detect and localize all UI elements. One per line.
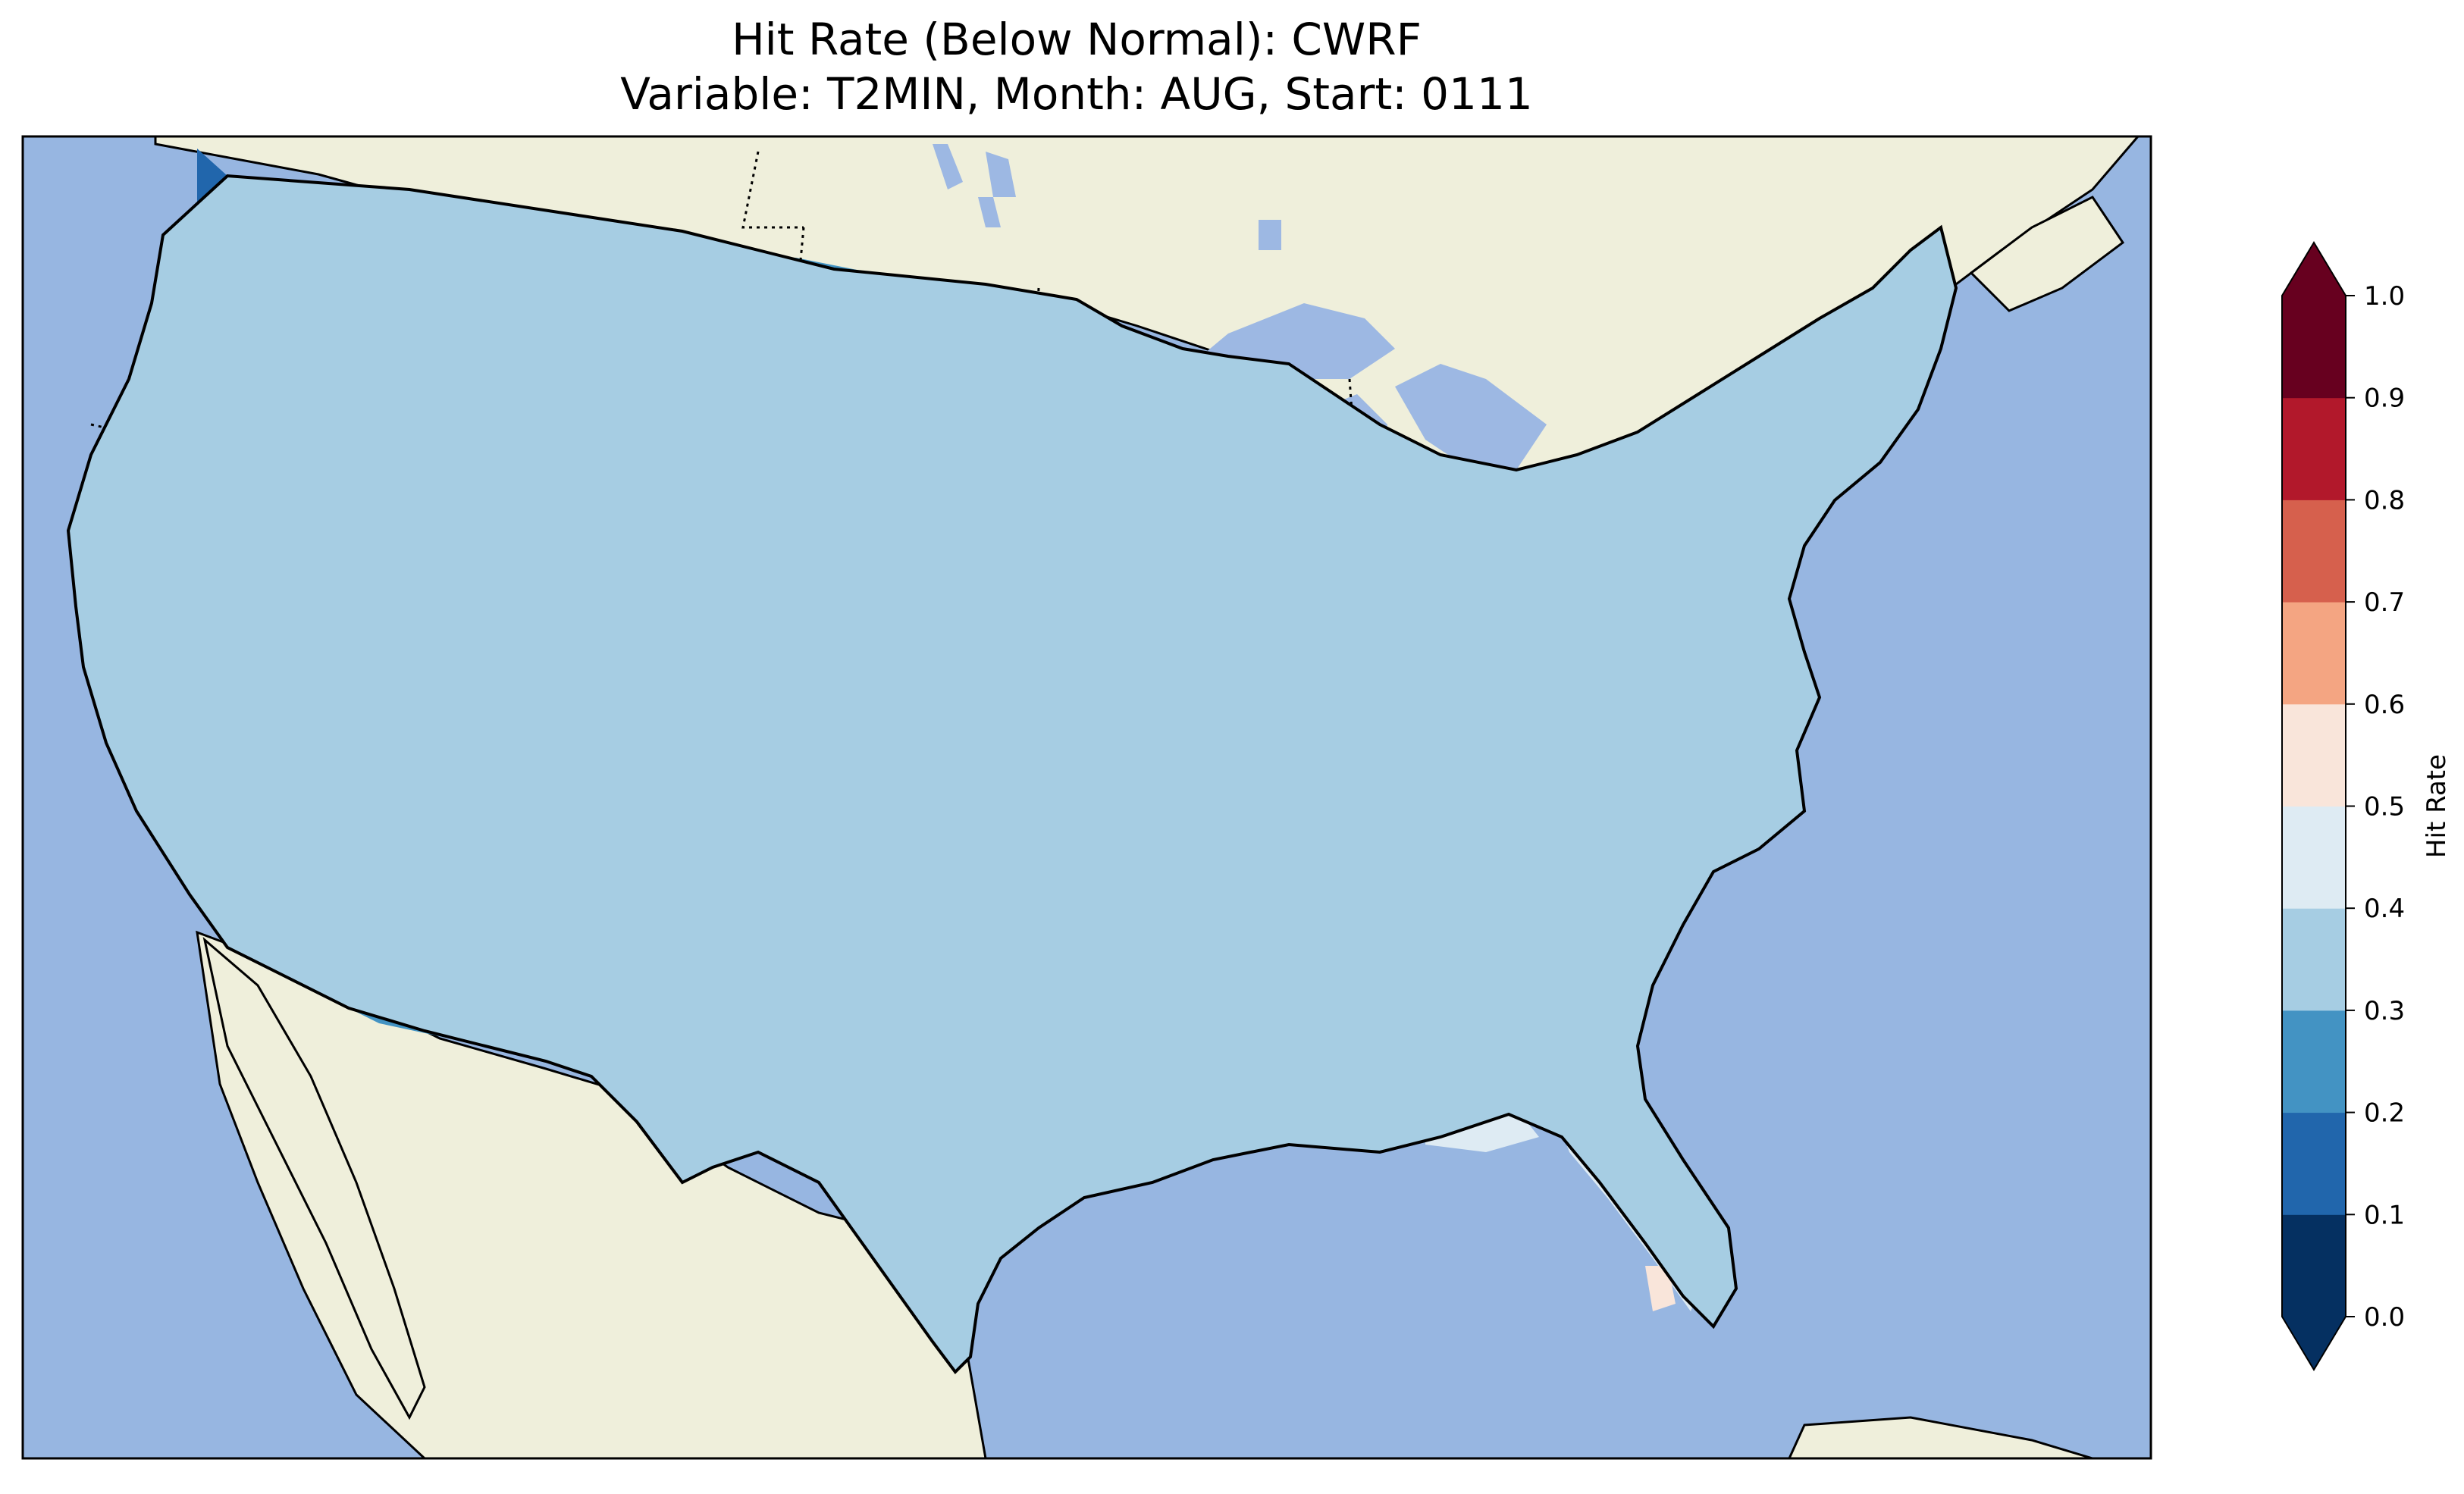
- colorbar-tick-label: 0.0: [2364, 1302, 2405, 1333]
- colorbar-bin: [2282, 602, 2346, 705]
- colorbar-tick-label: 0.2: [2364, 1098, 2405, 1129]
- colorbar-bin: [2282, 806, 2346, 909]
- colorbar-bin: [2282, 1010, 2346, 1113]
- colorbar-bin: [2282, 703, 2346, 807]
- colorbar-tick-label: 0.7: [2364, 587, 2405, 618]
- colorbar-tick-label: 0.8: [2364, 485, 2405, 515]
- colorbar-tick-label: 0.9: [2364, 384, 2405, 414]
- colorbar-tick-label: 0.5: [2364, 792, 2405, 822]
- colorbar-bin: [2282, 908, 2346, 1011]
- map-title-line-2: Variable: T2MIN, Month: AUG, Start: 0111: [620, 68, 1533, 120]
- colorbar-bin: [2282, 500, 2346, 603]
- colorbar-extend-below: [2282, 1317, 2346, 1370]
- map-frame: [21, 135, 2152, 1460]
- colorbar-label: Hit Rate: [2422, 754, 2452, 858]
- maritime-land: [1969, 196, 2125, 312]
- colorbar-tick-label: 0.3: [2364, 996, 2405, 1026]
- colorbar-bin: [2282, 296, 2346, 399]
- colorbar-bin: [2282, 1214, 2346, 1317]
- baja-land: [202, 936, 426, 1420]
- colorbar-bin: [2282, 397, 2346, 500]
- colorbar-tick-label: 0.4: [2364, 894, 2405, 924]
- map-title-line-1: Hit Rate (Below Normal): CWRF: [732, 14, 1422, 65]
- cuba-land: [1788, 1416, 2093, 1458]
- colorbar-tick-label: 1.0: [2364, 281, 2405, 312]
- colorbar-tick-label: 0.1: [2364, 1200, 2405, 1230]
- colorbar-bin: [2282, 1112, 2346, 1215]
- colorbar-extend-above: [2282, 243, 2346, 296]
- canadian-lakes: [933, 144, 1281, 250]
- colorbar-tick-label: 0.6: [2364, 690, 2405, 720]
